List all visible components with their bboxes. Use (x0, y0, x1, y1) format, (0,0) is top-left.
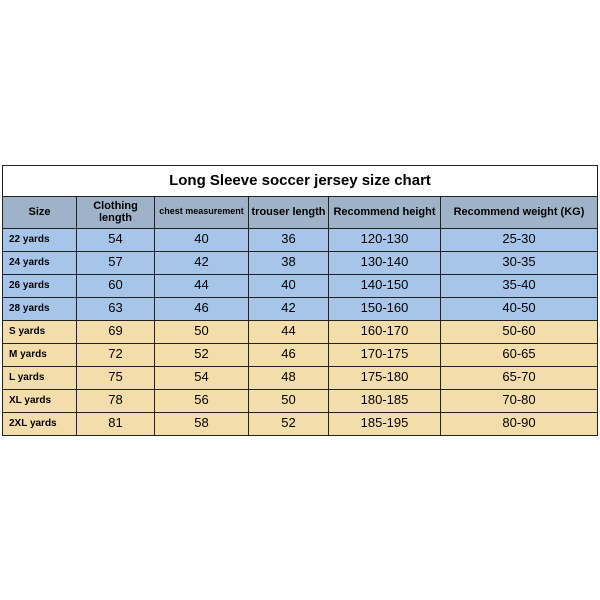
table-cell: 2XL yards (3, 413, 77, 435)
table-cell: 175-180 (329, 367, 441, 389)
table-cell: 60 (77, 275, 155, 297)
table-cell: 65-70 (441, 367, 597, 389)
table-cell: 60-65 (441, 344, 597, 366)
table-cell: 38 (249, 252, 329, 274)
table-cell: 72 (77, 344, 155, 366)
table-cell: 26 yards (3, 275, 77, 297)
table-cell: 46 (249, 344, 329, 366)
table-cell: 54 (155, 367, 249, 389)
table-cell: 57 (77, 252, 155, 274)
table-cell: XL yards (3, 390, 77, 412)
table-row: 24 yards574238130-14030-35 (3, 252, 597, 275)
column-header: trouser length (249, 197, 329, 228)
table-cell: 48 (249, 367, 329, 389)
table-row: 26 yards604440140-15035-40 (3, 275, 597, 298)
table-row: 2XL yards815852185-19580-90 (3, 413, 597, 435)
table-cell: 150-160 (329, 298, 441, 320)
table-cell: 25-30 (441, 229, 597, 251)
table-cell: 46 (155, 298, 249, 320)
table-cell: 50-60 (441, 321, 597, 343)
table-cell: 81 (77, 413, 155, 435)
table-cell: 52 (249, 413, 329, 435)
table-cell: 69 (77, 321, 155, 343)
table-cell: 30-35 (441, 252, 597, 274)
size-chart-table: Long Sleeve soccer jersey size chart Siz… (2, 165, 598, 436)
column-header: chest measurement (155, 197, 249, 228)
table-cell: 56 (155, 390, 249, 412)
table-cell: 52 (155, 344, 249, 366)
table-cell: 140-150 (329, 275, 441, 297)
table-cell: 36 (249, 229, 329, 251)
table-cell: 160-170 (329, 321, 441, 343)
table-cell: 24 yards (3, 252, 77, 274)
table-cell: 75 (77, 367, 155, 389)
table-row: XL yards785650180-18570-80 (3, 390, 597, 413)
table-row: 22 yards544036120-13025-30 (3, 229, 597, 252)
table-row: M yards725246170-17560-65 (3, 344, 597, 367)
table-row: S yards695044160-17050-60 (3, 321, 597, 344)
table-cell: M yards (3, 344, 77, 366)
table-cell: 120-130 (329, 229, 441, 251)
table-cell: 40 (249, 275, 329, 297)
table-row: L yards755448175-18065-70 (3, 367, 597, 390)
table-cell: 185-195 (329, 413, 441, 435)
column-header: Recommend height (329, 197, 441, 228)
header-row: SizeClothing lengthchest measurementtrou… (3, 197, 597, 229)
column-header: Size (3, 197, 77, 228)
table-cell: 54 (77, 229, 155, 251)
table-cell: 80-90 (441, 413, 597, 435)
table-cell: 63 (77, 298, 155, 320)
table-cell: S yards (3, 321, 77, 343)
table-cell: 180-185 (329, 390, 441, 412)
table-cell: 50 (155, 321, 249, 343)
table-cell: 40-50 (441, 298, 597, 320)
table-cell: 42 (155, 252, 249, 274)
table-cell: 42 (249, 298, 329, 320)
table-row: 28 yards634642150-16040-50 (3, 298, 597, 321)
table-cell: 40 (155, 229, 249, 251)
column-header: Recommend weight (KG) (441, 197, 597, 228)
column-header: Clothing length (77, 197, 155, 228)
table-cell: 50 (249, 390, 329, 412)
table-cell: 58 (155, 413, 249, 435)
table-cell: 35-40 (441, 275, 597, 297)
table-cell: 28 yards (3, 298, 77, 320)
table-cell: 70-80 (441, 390, 597, 412)
chart-title: Long Sleeve soccer jersey size chart (3, 166, 597, 197)
table-cell: 130-140 (329, 252, 441, 274)
table-cell: 22 yards (3, 229, 77, 251)
table-cell: 44 (249, 321, 329, 343)
table-cell: 170-175 (329, 344, 441, 366)
table-cell: L yards (3, 367, 77, 389)
table-cell: 44 (155, 275, 249, 297)
table-cell: 78 (77, 390, 155, 412)
